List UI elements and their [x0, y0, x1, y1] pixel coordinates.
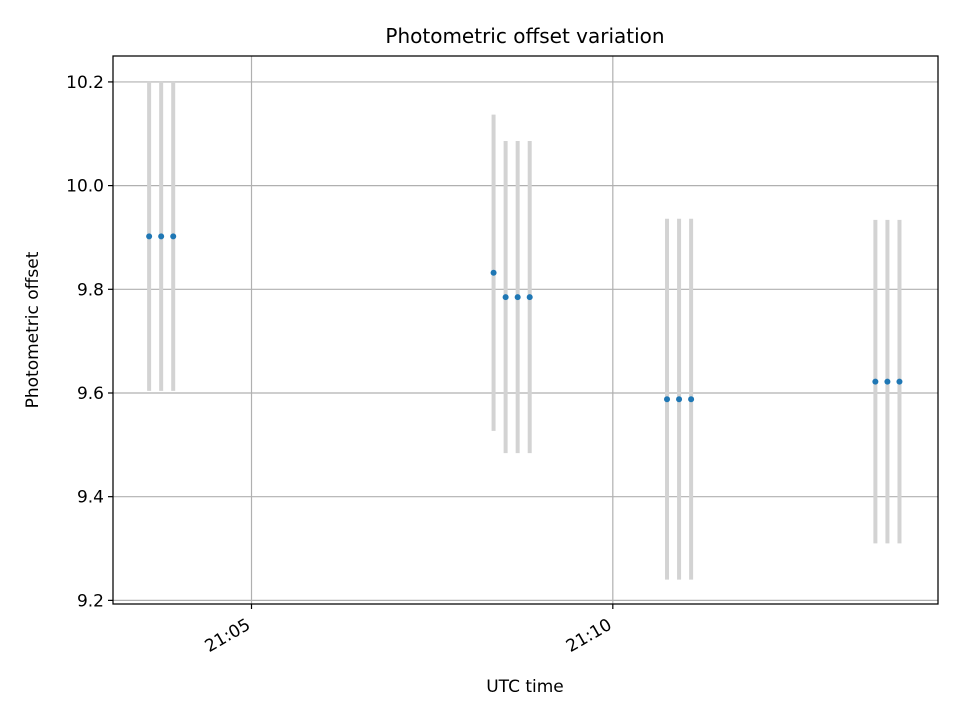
y-tick-label: 9.8: [77, 280, 104, 300]
x-tick-label: 21:10: [563, 615, 615, 657]
data-points: [146, 233, 903, 403]
x-axis-label: UTC time: [486, 677, 564, 697]
y-tick-label: 9.4: [77, 488, 104, 508]
data-point: [170, 233, 177, 240]
plot-frame: [112, 55, 939, 605]
error-bars: [147, 81, 902, 580]
data-point: [146, 233, 153, 240]
data-point: [664, 396, 671, 403]
data-point: [490, 269, 497, 276]
x-axis: 21:05 21:10: [202, 604, 615, 657]
y-tick-label: 9.6: [77, 384, 104, 404]
grid: [113, 56, 938, 604]
data-point: [526, 294, 533, 301]
y-tick-label: 10.2: [66, 73, 104, 93]
y-axis-label: Photometric offset: [23, 251, 43, 408]
x-tick-label: 21:05: [202, 615, 254, 657]
data-point: [872, 378, 879, 385]
data-point: [514, 294, 521, 301]
data-point: [502, 294, 509, 301]
chart-title: Photometric offset variation: [385, 24, 664, 48]
data-point: [884, 378, 891, 385]
y-tick-label: 9.2: [77, 591, 104, 611]
data-point: [896, 378, 903, 385]
data-point: [676, 396, 683, 403]
y-axis: 9.2 9.4 9.6 9.8 10.0 10.2: [66, 73, 113, 611]
data-point: [688, 396, 695, 403]
data-point: [158, 233, 165, 240]
y-tick-label: 10.0: [66, 177, 104, 197]
